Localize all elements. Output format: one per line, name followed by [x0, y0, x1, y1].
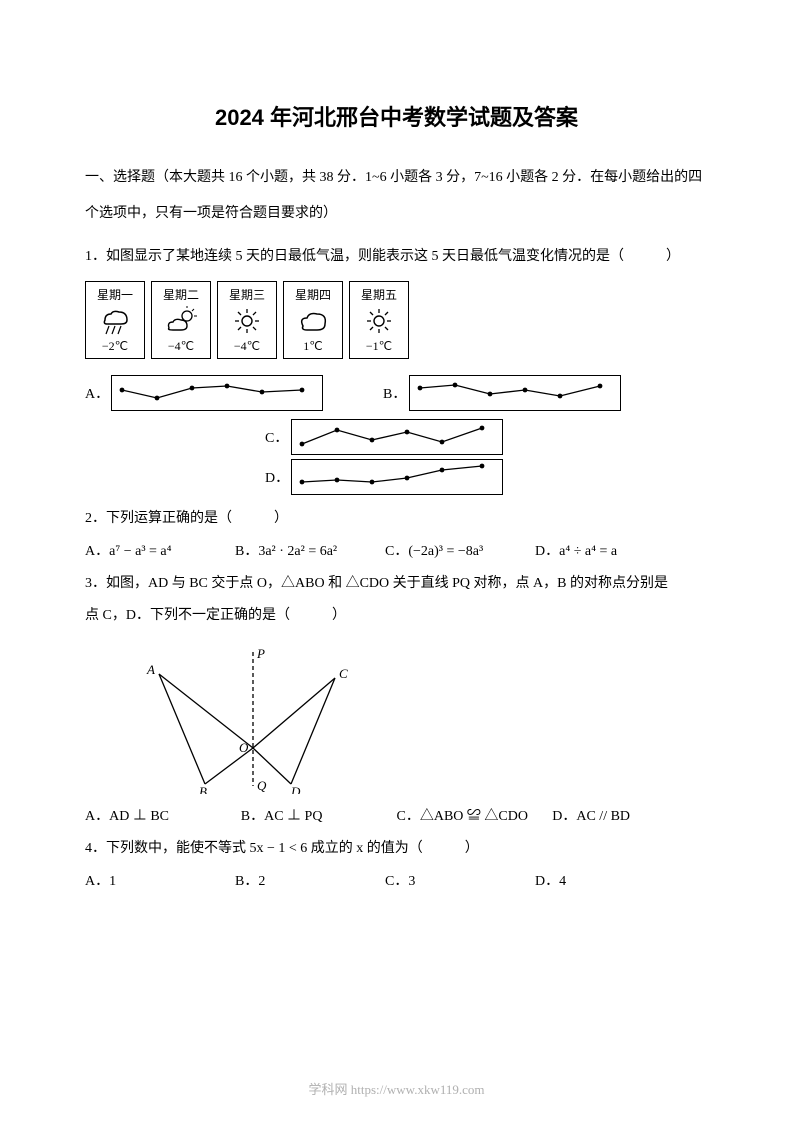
section-1-header: 一、选择题（本大题共 16 个小题，共 38 分．1~6 小题各 3 分，7~1…: [85, 160, 708, 233]
q2-a: A．a⁷ − a³ = a⁴: [85, 540, 235, 560]
q4-d: D．4: [535, 870, 685, 890]
q1-option-c: C．: [265, 419, 708, 455]
weather-temp: 1℃: [303, 339, 322, 354]
sun-icon: [361, 306, 397, 336]
q3-b: B．AC ⊥ PQ: [241, 805, 397, 825]
q1-option-d: D．: [265, 459, 708, 495]
svg-text:P: P: [256, 646, 265, 661]
q2-c: C．(−2a)³ = −8a³: [385, 540, 535, 560]
q4-b: B．2: [235, 870, 385, 890]
svg-text:A: A: [146, 662, 155, 677]
weather-card: 星期三 −4℃: [217, 281, 277, 359]
q3-text-a: 3．如图，AD 与 BC 交于点 O，△ABO 和 △CDO 关于直线 PQ 对…: [85, 566, 708, 602]
q2-options: A．a⁷ − a³ = a⁴ B．3a² · 2a² = 6a² C．(−2a)…: [85, 540, 708, 560]
weather-temp: −4℃: [234, 339, 260, 354]
line-chart-icon: [292, 460, 502, 494]
weather-day: 星期一: [97, 286, 133, 303]
q4-a: A．1: [85, 870, 235, 890]
sun-icon: [229, 306, 265, 336]
q2-d: D．a⁴ ÷ a⁴ = a: [535, 540, 685, 560]
q3-c: C．△ABO ≌ △CDO: [397, 805, 553, 825]
svg-text:D: D: [290, 784, 301, 794]
svg-text:C: C: [339, 666, 348, 681]
option-label: A．: [85, 383, 111, 403]
q3-figure: P Q O A B C D: [145, 644, 708, 799]
q3-options: A．AD ⊥ BC B．AC ⊥ PQ C．△ABO ≌ △CDO D．AC /…: [85, 805, 708, 825]
weather-card: 星期二 −4℃: [151, 281, 211, 359]
rain-icon: [97, 306, 133, 336]
q3-a: A．AD ⊥ BC: [85, 805, 241, 825]
q4-c: C．3: [385, 870, 535, 890]
weather-temp: −4℃: [168, 339, 194, 354]
weather-day: 星期五: [361, 286, 397, 303]
exam-page: 2024 年河北邢台中考数学试题及答案 一、选择题（本大题共 16 个小题，共 …: [0, 0, 793, 1122]
line-chart-icon: [292, 420, 502, 454]
weather-temp: −1℃: [366, 339, 392, 354]
line-chart-icon: [112, 376, 322, 410]
weather-day: 星期二: [163, 286, 199, 303]
weather-card: 星期四 1℃: [283, 281, 343, 359]
page-title: 2024 年河北邢台中考数学试题及答案: [85, 100, 708, 132]
q1-text: 1．如图显示了某地连续 5 天的日最低气温，则能表示这 5 天日最低气温变化情况…: [85, 239, 708, 275]
geometry-figure-icon: P Q O A B C D: [145, 644, 365, 794]
q4-text: 4．下列数中，能使不等式 5x − 1 < 6 成立的 x 的值为（ ）: [85, 831, 708, 867]
q1-option-a: A．: [85, 375, 323, 411]
q1-option-b: B．: [383, 375, 621, 411]
option-label: B．: [383, 383, 409, 403]
footer: 学科网 https://www.xkw119.com: [0, 1079, 793, 1098]
q1-options-ab: A． B．: [85, 371, 708, 415]
cloudy-sun-icon: [163, 306, 199, 336]
svg-text:B: B: [199, 784, 207, 794]
weather-card: 星期一 −2℃: [85, 281, 145, 359]
svg-text:O: O: [239, 740, 249, 755]
q4-options: A．1 B．2 C．3 D．4: [85, 870, 708, 890]
option-label: D．: [265, 467, 291, 487]
q3-text-b: 点 C，D．下列不一定正确的是（ ）: [85, 598, 708, 634]
cloud-icon: [295, 306, 331, 336]
weather-day: 星期四: [295, 286, 331, 303]
q2-text: 2．下列运算正确的是（ ）: [85, 501, 708, 537]
q3-d: D．AC // BD: [552, 805, 708, 825]
weather-card: 星期五 −1℃: [349, 281, 409, 359]
line-chart-icon: [410, 376, 620, 410]
svg-text:Q: Q: [257, 778, 267, 793]
weather-day: 星期三: [229, 286, 265, 303]
q1-weather-cards: 星期一 −2℃ 星期二 −4℃ 星期三: [85, 281, 708, 359]
q2-b: B．3a² · 2a² = 6a²: [235, 540, 385, 560]
weather-temp: −2℃: [102, 339, 128, 354]
option-label: C．: [265, 427, 291, 447]
